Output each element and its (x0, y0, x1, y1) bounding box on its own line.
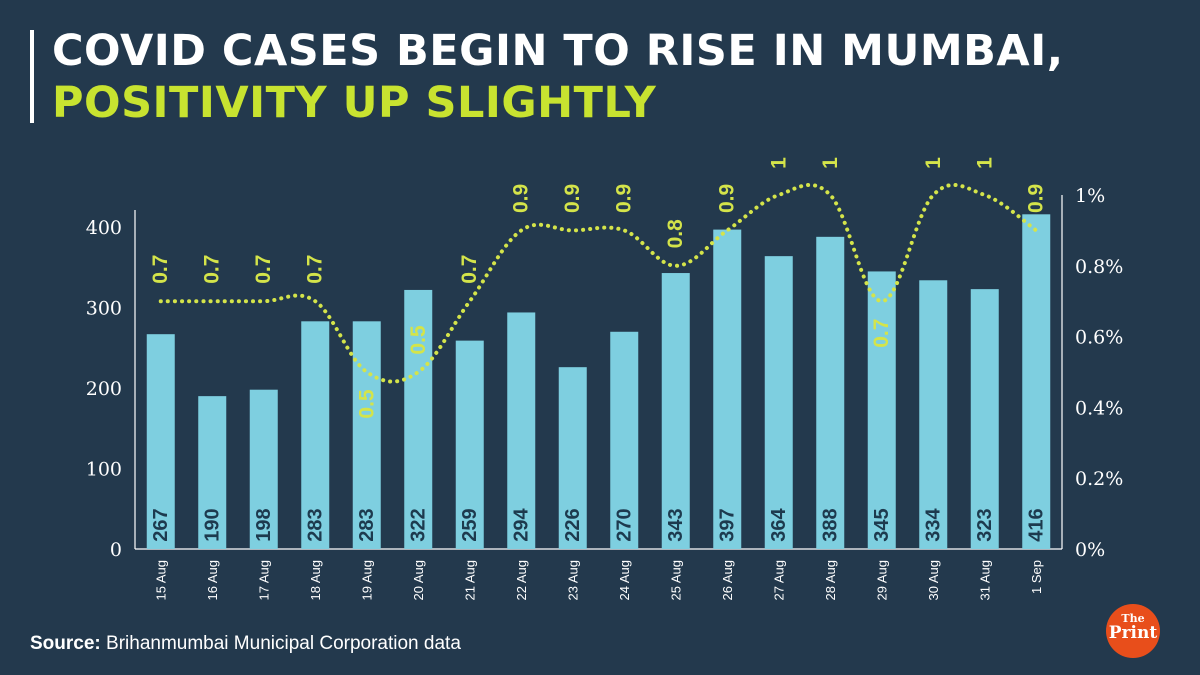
positivity-value-label: 0.9 (561, 184, 584, 213)
y-right-tick-label: 0.4% (1075, 397, 1123, 419)
x-tick-label: 18 Aug (308, 560, 323, 601)
bar-value-label: 283 (356, 508, 378, 541)
positivity-value-label: 0.9 (510, 184, 533, 213)
bar-value-label: 190 (201, 508, 223, 541)
bar (404, 289, 433, 549)
y-left-tick-label: 400 (86, 217, 122, 239)
x-tick-label: 1 Sep (1029, 560, 1044, 594)
x-tick-label: 29 Aug (874, 560, 889, 601)
bar (867, 271, 896, 549)
positivity-value-label: 0.9 (716, 184, 739, 213)
bar-value-label: 270 (613, 508, 635, 541)
x-tick-label: 25 Aug (668, 560, 683, 601)
positivity-value-label: 0.9 (613, 184, 636, 213)
bar (558, 367, 587, 549)
positivity-value-label: 0.5 (407, 325, 430, 355)
bar (507, 312, 536, 549)
y-right-tick-label: 1% (1075, 185, 1105, 207)
bar (146, 334, 175, 549)
positivity-value-label: 0.7 (870, 319, 893, 348)
positivity-value-label: 0.7 (149, 255, 172, 284)
positivity-value-label: 0.7 (201, 255, 224, 284)
x-tick-label: 21 Aug (462, 560, 477, 601)
x-tick-label: 20 Aug (411, 560, 426, 601)
y-left-tick-label: 300 (86, 298, 122, 320)
y-right-tick-label: 0.2% (1075, 468, 1123, 490)
chart-title: COVID CASES BEGIN TO RISE IN MUMBAI, (52, 26, 1064, 76)
positivity-line (158, 183, 1039, 384)
positivity-value-label: 1 (819, 157, 842, 169)
x-tick-label: 27 Aug (771, 560, 786, 601)
bar-value-label: 259 (459, 508, 481, 541)
bar (661, 273, 690, 549)
positivity-value-label: 1 (767, 157, 790, 169)
bar (301, 321, 330, 549)
positivity-value-label: 0.5 (355, 389, 378, 419)
y-left-tick-label: 200 (86, 378, 122, 400)
bar-value-label: 397 (716, 508, 738, 541)
positivity-value-label: 1 (973, 157, 996, 169)
bar-value-label: 343 (665, 508, 687, 541)
bar-value-label: 267 (150, 508, 172, 541)
x-tick-label: 28 Aug (823, 560, 838, 601)
bar (610, 331, 639, 549)
bar (764, 256, 793, 549)
positivity-value-label: 0.8 (664, 219, 687, 249)
source-text: Brihanmumbai Municipal Corporation data (106, 633, 461, 654)
bar-value-label: 416 (1025, 508, 1047, 541)
logo-the-text: The (1121, 612, 1145, 625)
bar-value-label: 294 (510, 507, 532, 541)
x-tick-label: 16 Aug (205, 560, 220, 601)
logo-print-text: Print (1108, 623, 1158, 643)
positivity-value-label: 0.7 (304, 255, 327, 284)
bar-value-label: 364 (768, 507, 790, 541)
bar-value-label: 283 (304, 508, 326, 541)
positivity-value-label: 0.7 (458, 255, 481, 284)
source-label: Source: (30, 633, 101, 654)
y-right-tick-label: 0.6% (1075, 327, 1123, 349)
y-left-tick-label: 0 (110, 539, 122, 561)
x-tick-label: 24 Aug (617, 560, 632, 601)
bar (455, 340, 484, 549)
x-tick-label: 26 Aug (720, 560, 735, 601)
bar (970, 289, 999, 549)
x-tick-label: 15 Aug (153, 560, 168, 601)
x-tick-label: 19 Aug (359, 560, 374, 601)
positivity-value-label: 0.9 (1025, 184, 1048, 213)
title-accent-bar (30, 30, 34, 123)
bar (352, 321, 381, 549)
bar (919, 280, 948, 549)
chart-subtitle: POSITIVITY UP SLIGHTLY (52, 78, 657, 128)
x-tick-label: 17 Aug (256, 560, 271, 601)
y-right-tick-label: 0.8% (1075, 256, 1123, 278)
bar (713, 229, 742, 549)
bar-value-label: 322 (407, 508, 429, 541)
bar (816, 236, 845, 549)
x-tick-label: 23 Aug (565, 560, 580, 601)
bar-value-label: 388 (819, 508, 841, 541)
bar-value-label: 345 (871, 508, 893, 541)
bar (1022, 214, 1051, 550)
y-left-tick-label: 100 (86, 459, 122, 481)
x-tick-label: 31 Aug (977, 560, 992, 601)
bar (198, 396, 227, 549)
source-note: Source: Brihanmumbai Municipal Corporati… (30, 633, 461, 655)
bar-value-label: 198 (253, 508, 275, 541)
bar-value-label: 226 (562, 508, 584, 541)
x-tick-label: 22 Aug (514, 560, 529, 601)
x-tick-label: 30 Aug (926, 560, 941, 601)
bar-value-label: 323 (974, 508, 996, 541)
positivity-value-label: 0.7 (252, 255, 275, 284)
theprint-logo: The Print (1106, 604, 1160, 658)
y-right-tick-label: 0% (1075, 539, 1105, 561)
bar-value-label: 334 (922, 507, 944, 541)
bar (249, 389, 278, 549)
positivity-value-label: 1 (922, 157, 945, 169)
